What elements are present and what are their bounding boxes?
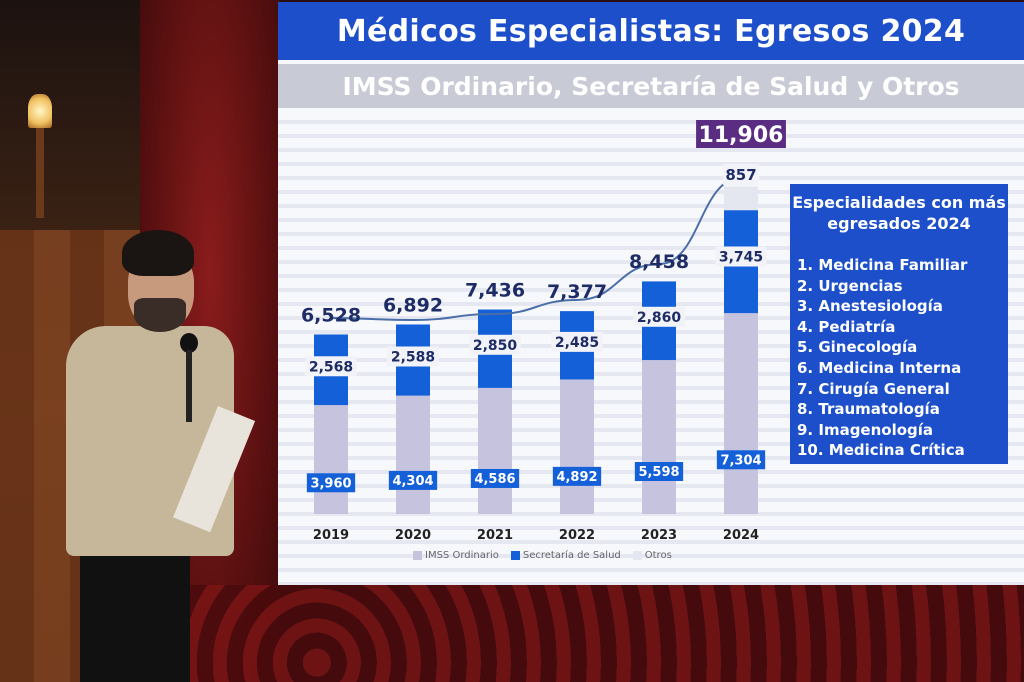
total-label-2019: 6,528	[301, 304, 361, 326]
x-tick-label-2024: 2024	[723, 528, 759, 543]
data-label-imss-2021: 4,586	[474, 472, 515, 487]
data-label-salud-2023-bg	[633, 306, 685, 327]
data-label-salud-2024: 3,745	[719, 250, 763, 266]
legend-entry-salud: Secretaría de Salud	[510, 550, 621, 561]
total-label-2021: 7,436	[465, 279, 525, 301]
trend-line	[330, 177, 742, 322]
legend-swatch-imss	[413, 551, 422, 560]
specialty-item: 4. Pediatría	[797, 317, 896, 336]
microphone-handle	[186, 350, 192, 422]
specialty-item: 10. Medicina Crítica	[797, 441, 965, 460]
bar-imss-2024	[724, 313, 758, 514]
slide-title: Médicos Especialistas: Egresos 2024	[336, 13, 966, 49]
bar-imss-2021	[478, 387, 512, 514]
total-label-2024: 11,906	[699, 123, 784, 148]
data-label-imss-2022-bg	[552, 466, 602, 486]
specialty-item: 8. Traumatología	[797, 400, 940, 419]
data-label-salud-2019: 2,568	[309, 359, 353, 375]
presenter-pants	[80, 548, 190, 682]
specialty-item: 9. Imagenología	[797, 420, 934, 439]
data-label-salud-2022-bg	[551, 331, 603, 352]
presentation-screen: Médicos Especialistas: Egresos 2024 IMSS…	[278, 2, 1024, 585]
legend-label-salud: Secretaría de Salud	[522, 550, 621, 561]
presenter-hair	[122, 230, 194, 276]
data-label-salud-2021: 2,850	[473, 338, 518, 354]
specialty-item: 6. Medicina Interna	[797, 358, 962, 377]
data-label-imss-2023-bg	[634, 462, 684, 482]
slide-subtitle: IMSS Ordinario, Secretaría de Salud y Ot…	[342, 71, 960, 101]
title-bar: Médicos Especialistas: Egresos 2024	[278, 2, 1024, 60]
legend-label-otros: Otros	[644, 550, 672, 561]
top-specialties-panel: Especialidades con más egresados 2024 1.…	[790, 184, 1008, 464]
data-label-salud-2022: 2,485	[555, 335, 599, 351]
data-label-imss-2022: 4,892	[556, 470, 597, 485]
data-label-salud-2023: 2,860	[637, 310, 682, 326]
data-label-salud-2024-bg	[715, 246, 767, 267]
specialty-item: 7. Cirugía General	[797, 379, 950, 398]
x-tick-label-2020: 2020	[395, 528, 431, 543]
subtitle-bar: IMSS Ordinario, Secretaría de Salud y Ot…	[278, 64, 1024, 108]
bar-imss-2023	[642, 360, 676, 514]
x-tick-label-2019: 2019	[313, 528, 349, 543]
total-label-2020: 6,892	[383, 294, 443, 316]
bar-imss-2019	[314, 405, 348, 514]
data-label-salud-2021-bg	[469, 334, 521, 355]
x-tick-label-2021: 2021	[477, 528, 513, 543]
total-label-2024-bg	[696, 120, 786, 148]
data-label-imss-2024-bg	[716, 450, 766, 470]
data-label-imss-2019-bg	[306, 473, 356, 493]
data-label-imss-2024: 7,304	[720, 453, 761, 468]
data-label-salud-2019-bg	[305, 356, 357, 377]
top-specialties-list: 1. Medicina Familiar 2. Urgencias 3. Ane…	[797, 255, 967, 461]
x-tick-label-2022: 2022	[559, 528, 595, 543]
microphone-icon	[180, 333, 198, 353]
data-label-imss-2019: 3,960	[310, 476, 351, 491]
data-label-imss-2021-bg	[470, 468, 520, 488]
data-label-salud-2020-bg	[387, 346, 439, 367]
legend-entry-imss: IMSS Ordinario	[413, 550, 499, 561]
data-label-imss-2020-bg	[388, 470, 438, 490]
lamp-icon	[28, 94, 52, 128]
legend-entry-otros: Otros	[632, 550, 672, 561]
data-label-otros-2024-bg	[723, 164, 759, 186]
data-label-otros-2024: 857	[725, 166, 756, 184]
specialty-item: 1. Medicina Familiar	[797, 256, 968, 274]
data-label-salud-2020: 2,588	[391, 350, 435, 366]
data-label-imss-2020: 4,304	[392, 474, 433, 489]
bar-imss-2022	[560, 379, 594, 514]
stacked-bar-chart: 2019 2020 2021 2022 2023 2024 3,960 2,568 4,304 2…	[301, 120, 786, 543]
specialty-item: 2. Urgencias	[797, 276, 903, 295]
lamp-stand	[36, 128, 44, 218]
specialty-item: 5. Ginecología	[797, 338, 918, 357]
presenter-beard	[134, 298, 186, 332]
x-tick-label-2023: 2023	[641, 528, 677, 543]
bar-otros-2024	[724, 186, 758, 211]
presenter	[60, 228, 270, 682]
legend-swatch-salud	[510, 551, 520, 560]
bar-imss-2020	[396, 395, 430, 514]
specialty-item: 3. Anestesiología	[797, 297, 943, 316]
chart-legend: IMSS Ordinario Secretaría de Salud Otros	[413, 550, 672, 561]
legend-label-imss: IMSS Ordinario	[425, 550, 499, 561]
total-label-2023: 8,458	[629, 251, 689, 273]
decorative-pattern	[140, 585, 1024, 682]
top-specialties-title: Especialidades con más egresados 2024	[792, 193, 1006, 233]
legend-swatch-otros	[632, 551, 642, 560]
total-label-2022: 7,377	[547, 281, 607, 303]
data-label-imss-2023: 5,598	[638, 465, 679, 480]
